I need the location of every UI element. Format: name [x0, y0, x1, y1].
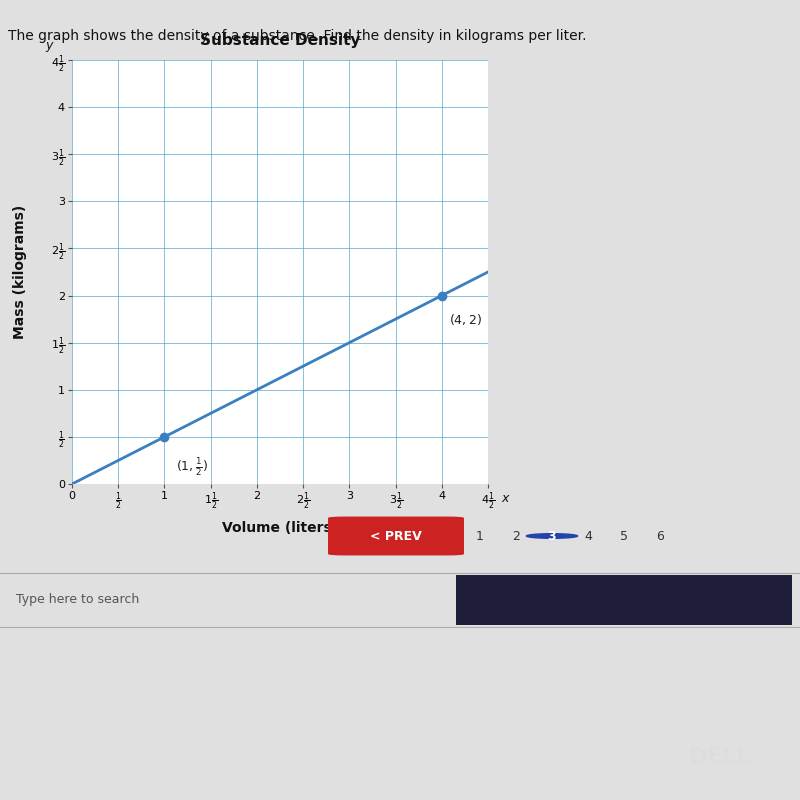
Text: $(4, 2)$: $(4, 2)$: [449, 311, 482, 326]
FancyBboxPatch shape: [328, 517, 464, 555]
Text: Mass (kilograms): Mass (kilograms): [13, 205, 27, 339]
Text: 1: 1: [476, 530, 484, 542]
Circle shape: [526, 534, 578, 538]
Text: < PREV: < PREV: [370, 530, 422, 542]
Text: $(1, \frac{1}{2})$: $(1, \frac{1}{2})$: [175, 456, 208, 478]
Text: 6: 6: [656, 530, 664, 542]
Text: x: x: [501, 492, 508, 505]
Text: 5: 5: [620, 530, 628, 542]
Text: The graph shows the density of a substance. Find the density in kilograms per li: The graph shows the density of a substan…: [8, 29, 586, 43]
Text: 2: 2: [512, 530, 520, 542]
Text: Type here to search: Type here to search: [16, 594, 139, 606]
Text: y: y: [46, 39, 53, 52]
Text: 4: 4: [584, 530, 592, 542]
Text: DELL: DELL: [689, 747, 751, 767]
X-axis label: Volume (liters): Volume (liters): [222, 521, 338, 534]
Text: Substance Density: Substance Density: [200, 34, 360, 48]
FancyBboxPatch shape: [456, 574, 792, 626]
Text: 3: 3: [548, 530, 556, 542]
